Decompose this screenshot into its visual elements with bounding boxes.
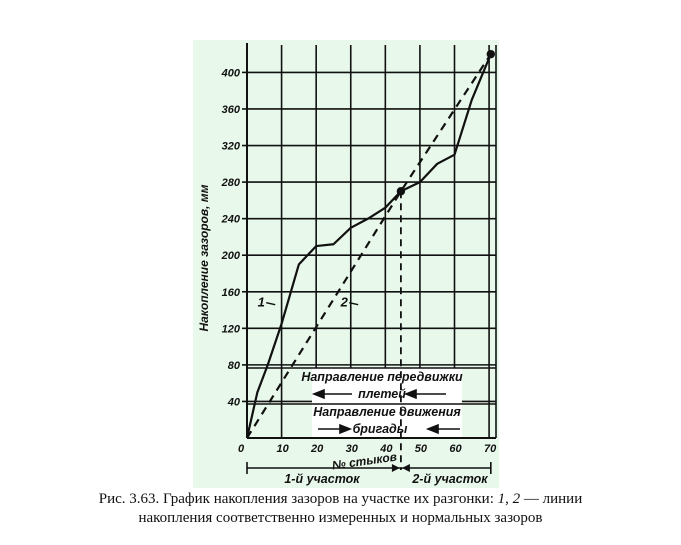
caption-series-2: 2 (512, 491, 521, 507)
y-axis-label: Накопление зазоров, мм (197, 184, 211, 331)
point-marker-2 (486, 49, 496, 59)
series-label-1: 1 (258, 295, 265, 310)
annotation-bottom-line2: бригады (353, 422, 408, 436)
point-marker-1 (396, 187, 406, 196)
x-tick-label-30: 30 (346, 443, 359, 455)
x-tick-label-70: 70 (484, 443, 497, 455)
annotation-bottom-line1: Направление движения (313, 405, 461, 419)
y-tick-label-400: 400 (221, 67, 241, 79)
series-line-1 (245, 53, 492, 439)
series-label-leader-2 (349, 302, 359, 306)
arrowhead-bottom-left (339, 423, 353, 435)
section-2-label: 2-й участок (411, 472, 488, 486)
y-tick-label-200: 200 (221, 250, 241, 262)
arrows (311, 388, 460, 435)
section-1-label: 1-й участок (284, 472, 360, 486)
caption-separator: , (505, 491, 513, 507)
direction-annotation-rows (247, 367, 496, 438)
x-tick-label-10: 10 (276, 443, 289, 455)
caption-line2: накопления соответственно измеренных и н… (138, 510, 543, 526)
annotation-top-line1: Направление передвижки (301, 370, 463, 384)
x-tick-label-0: 0 (238, 443, 245, 455)
arrowhead-bottom-right (425, 423, 439, 435)
x-tick-label-50: 50 (415, 443, 428, 455)
grid (247, 45, 497, 438)
y-tick-label-320: 320 (222, 141, 241, 153)
bracket-arrow-1 (391, 464, 400, 472)
y-tick-label-240: 240 (221, 214, 241, 226)
caption-series-1: 1 (497, 491, 506, 507)
y-tick-label-160: 160 (222, 287, 241, 299)
x-tick-label-40: 40 (379, 443, 393, 455)
axes (242, 43, 496, 439)
section-brackets (246, 462, 492, 474)
y-tick-label-280: 280 (221, 177, 241, 189)
figure-caption: Рис. 3.63. График накопления зазоров на … (0, 490, 681, 528)
caption-line1-end: — линии (520, 491, 583, 507)
x-tick-label-60: 60 (449, 443, 462, 455)
arrowhead-top-left (311, 388, 325, 400)
x-tick-label-20: 20 (310, 443, 324, 455)
series-label-2: 2 (340, 295, 349, 310)
annotation-top-line2: плетей (358, 387, 406, 401)
caption-line1-start: Рис. 3.63. График накопления зазоров на … (98, 491, 498, 507)
y-tick-label-360: 360 (222, 104, 241, 116)
y-tick-label-120: 120 (222, 323, 241, 335)
y-tick-label-40: 40 (227, 396, 241, 408)
annotation-row-top (312, 368, 462, 404)
arrowhead-top-right (403, 388, 417, 400)
tick-labels: 40 80 120 160 200 240 280 320 360 400 0 10 20 30 40 50 6… (221, 67, 497, 455)
y-tick-label-80: 80 (228, 360, 241, 372)
series-label-leader-1 (266, 302, 276, 306)
bracket-arrow-2 (401, 464, 410, 472)
